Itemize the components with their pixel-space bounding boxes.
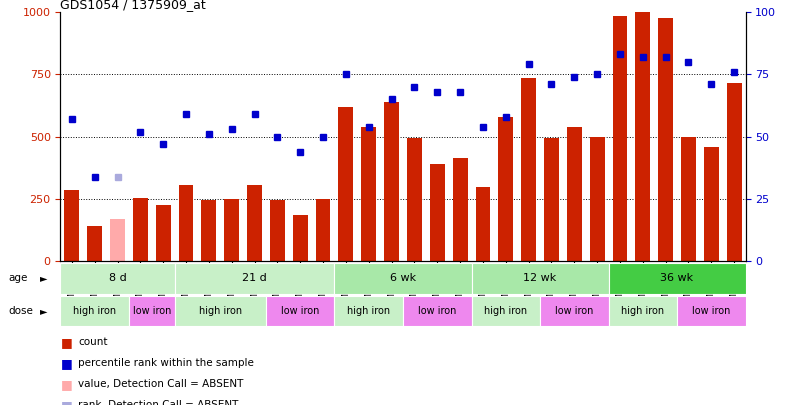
Bar — [339, 107, 353, 261]
Text: high iron: high iron — [73, 306, 116, 316]
Bar — [247, 185, 262, 261]
Bar — [613, 16, 627, 261]
Text: high iron: high iron — [347, 306, 390, 316]
Bar — [361, 127, 376, 261]
Text: 21 d: 21 d — [242, 273, 267, 283]
Bar — [476, 186, 490, 261]
Text: age: age — [8, 273, 27, 283]
Text: 8 d: 8 d — [109, 273, 127, 283]
Text: ►: ► — [40, 273, 48, 283]
Text: ►: ► — [40, 306, 48, 316]
Text: value, Detection Call = ABSENT: value, Detection Call = ABSENT — [78, 379, 243, 389]
Bar — [293, 215, 308, 261]
Text: ■: ■ — [60, 378, 73, 391]
Bar — [202, 200, 216, 261]
Bar — [609, 263, 746, 294]
Bar — [659, 18, 673, 261]
Bar — [540, 296, 609, 326]
Bar — [609, 296, 677, 326]
Text: low iron: low iron — [692, 306, 730, 316]
Text: 6 wk: 6 wk — [390, 273, 416, 283]
Bar — [64, 190, 79, 261]
Bar — [407, 138, 422, 261]
Bar — [384, 102, 399, 261]
Bar — [179, 185, 193, 261]
Text: ■: ■ — [60, 399, 73, 405]
Text: ■: ■ — [60, 357, 73, 370]
Bar — [175, 296, 266, 326]
Text: rank, Detection Call = ABSENT: rank, Detection Call = ABSENT — [78, 401, 239, 405]
Bar — [472, 263, 609, 294]
Text: dose: dose — [8, 306, 33, 316]
Bar — [681, 137, 696, 261]
Text: low iron: low iron — [555, 306, 593, 316]
Bar — [590, 137, 604, 261]
Text: low iron: low iron — [133, 306, 171, 316]
Bar — [156, 205, 171, 261]
Bar — [453, 158, 467, 261]
Bar — [87, 226, 102, 261]
Bar — [430, 164, 445, 261]
Bar — [677, 296, 746, 326]
Text: count: count — [78, 337, 108, 347]
Text: high iron: high iron — [199, 306, 242, 316]
Bar — [521, 78, 536, 261]
Text: GDS1054 / 1375909_at: GDS1054 / 1375909_at — [60, 0, 206, 11]
Bar — [266, 296, 334, 326]
Text: high iron: high iron — [484, 306, 527, 316]
Bar — [110, 219, 125, 261]
Text: low iron: low iron — [418, 306, 456, 316]
Bar — [635, 7, 650, 261]
Text: high iron: high iron — [621, 306, 664, 316]
Bar — [727, 83, 742, 261]
Text: ■: ■ — [60, 336, 73, 349]
Bar — [472, 296, 540, 326]
Text: percentile rank within the sample: percentile rank within the sample — [78, 358, 254, 368]
Bar — [498, 117, 513, 261]
Bar — [334, 263, 472, 294]
Text: 36 wk: 36 wk — [660, 273, 694, 283]
Text: low iron: low iron — [281, 306, 319, 316]
Bar — [60, 263, 175, 294]
Bar — [334, 296, 403, 326]
Bar — [316, 199, 330, 261]
Bar — [60, 296, 129, 326]
Bar — [175, 263, 334, 294]
Bar — [133, 198, 147, 261]
Bar — [270, 200, 285, 261]
Text: 12 wk: 12 wk — [523, 273, 557, 283]
Bar — [129, 296, 175, 326]
Bar — [544, 138, 559, 261]
Bar — [403, 296, 472, 326]
Bar — [704, 147, 719, 261]
Bar — [224, 199, 239, 261]
Bar — [567, 127, 582, 261]
